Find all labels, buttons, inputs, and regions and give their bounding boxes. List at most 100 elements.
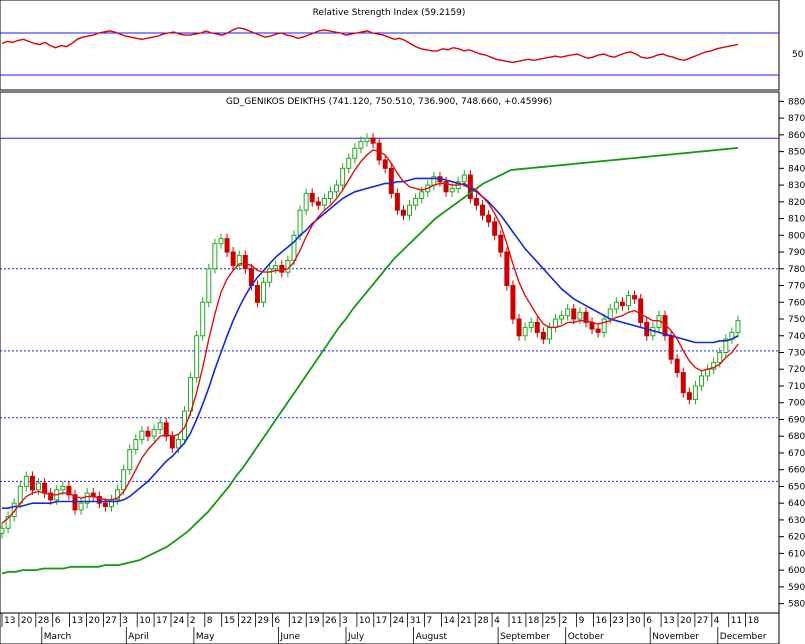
ma-fast-line bbox=[1, 149, 739, 524]
candle-body-up bbox=[364, 137, 370, 143]
candle-body-down bbox=[48, 492, 54, 501]
x-month-label: March bbox=[44, 632, 71, 642]
candle-body-up bbox=[212, 243, 218, 270]
candle-body-up bbox=[151, 429, 157, 437]
x-day-label: 18 bbox=[748, 616, 760, 626]
price-y-tick-label: 680 bbox=[788, 432, 805, 442]
candle-body-up bbox=[528, 321, 534, 328]
x-day-label: 18 bbox=[528, 616, 540, 626]
candle-body-down bbox=[169, 435, 175, 449]
x-day-label: 4 bbox=[714, 616, 720, 626]
candle-body-up bbox=[127, 449, 133, 471]
candle-body-down bbox=[674, 358, 680, 374]
candle-body-up bbox=[553, 318, 559, 328]
price-y-tick-label: 600 bbox=[788, 566, 805, 576]
candle-body-up bbox=[546, 326, 552, 340]
candle-body-up bbox=[84, 492, 90, 504]
rsi-panel: Relative Strength Index (59.2159) 50 bbox=[0, 0, 804, 91]
price-y-tick-label: 670 bbox=[788, 449, 805, 459]
rsi-y-axis: 50 bbox=[792, 50, 804, 60]
x-axis-frame bbox=[0, 612, 780, 644]
candle-body-down bbox=[388, 167, 394, 194]
candle-body-up bbox=[522, 326, 528, 337]
x-day-label: 13 bbox=[72, 616, 83, 626]
candle-body-up bbox=[297, 209, 303, 236]
candle-body-down bbox=[309, 192, 315, 203]
price-y-tick-label: 640 bbox=[788, 499, 805, 509]
candle-body-up bbox=[200, 301, 206, 337]
x-axis: 13 20 28 6 13 20 27 3 10 17 24 2 8 15 22 29 6 12 19 26 3 10 17… bbox=[0, 612, 780, 644]
candle-body-up bbox=[346, 157, 352, 169]
x-day-label: 10 bbox=[359, 616, 371, 626]
candle-body-up bbox=[565, 308, 571, 317]
candle-body-up bbox=[115, 489, 121, 501]
x-month-label: June bbox=[279, 632, 300, 642]
candle-body-up bbox=[157, 422, 163, 431]
x-month-label: May bbox=[196, 632, 215, 642]
candle-body-down bbox=[516, 318, 522, 337]
candle-body-up bbox=[413, 197, 419, 206]
x-day-label: 26 bbox=[325, 616, 337, 626]
x-day-label: 28 bbox=[38, 616, 50, 626]
candle-body-down bbox=[632, 295, 638, 300]
x-day-label: 6 bbox=[646, 616, 652, 626]
candle-body-down bbox=[279, 264, 285, 273]
candle-body-down bbox=[492, 221, 498, 236]
price-y-tick-label: 740 bbox=[788, 332, 805, 342]
candle-body-down bbox=[163, 422, 169, 437]
candle-body-up bbox=[613, 301, 619, 310]
candle-body-down bbox=[473, 197, 479, 206]
x-day-label: 20 bbox=[21, 616, 33, 626]
x-axis-month-labels: March April May June July August September Octo… bbox=[41, 627, 767, 644]
candle-body-down bbox=[686, 392, 692, 400]
candle-body-down bbox=[443, 181, 449, 193]
price-y-tick-label: 870 bbox=[788, 114, 805, 124]
candle-body-down bbox=[680, 372, 686, 394]
candle-body-up bbox=[206, 268, 212, 303]
rsi-line bbox=[1, 27, 739, 64]
candle-body-down bbox=[394, 192, 400, 211]
x-month-label: September bbox=[500, 632, 550, 642]
x-day-label: 4 bbox=[494, 616, 500, 626]
x-day-label: 17 bbox=[376, 616, 387, 626]
candle-body-up bbox=[717, 352, 723, 364]
candle-body-up bbox=[261, 281, 267, 303]
candle-body-up bbox=[291, 234, 297, 261]
candle-body-down bbox=[619, 301, 625, 307]
x-day-label: 28 bbox=[477, 616, 489, 626]
candle-body-down bbox=[638, 298, 644, 323]
candle-body-up bbox=[419, 191, 425, 199]
price-y-axis: 580 590 600 610 620 630 640 650 660 670 680 690 700 7… bbox=[779, 97, 805, 610]
candle-body-up bbox=[692, 385, 698, 400]
x-day-label: 24 bbox=[393, 616, 405, 626]
candle-body-up bbox=[5, 516, 11, 529]
rsi-title: Relative Strength Index (59.2159) bbox=[313, 8, 466, 18]
price-y-tick-label: 750 bbox=[788, 315, 805, 325]
candle-body-down bbox=[510, 285, 516, 320]
x-month-label: October bbox=[568, 632, 604, 642]
candle-body-up bbox=[78, 502, 84, 511]
x-day-label: 25 bbox=[545, 616, 556, 626]
x-day-label: 8 bbox=[207, 616, 213, 626]
candle-body-down bbox=[583, 311, 589, 323]
candle-body-up bbox=[23, 475, 29, 487]
candle-body-up bbox=[699, 375, 705, 387]
candle-body-down bbox=[480, 204, 486, 216]
candle-body-down bbox=[72, 494, 78, 511]
x-month-label: December bbox=[720, 632, 767, 642]
x-day-label: 13 bbox=[663, 616, 674, 626]
candle-body-down bbox=[668, 335, 674, 360]
candle-body-up bbox=[194, 335, 200, 379]
candle-body-down bbox=[230, 251, 236, 266]
candle-body-up bbox=[352, 147, 358, 159]
price-y-tick-label: 860 bbox=[788, 131, 805, 141]
x-day-label: 2 bbox=[562, 616, 568, 626]
price-y-tick-label: 580 bbox=[788, 600, 805, 610]
candle-body-down bbox=[224, 238, 230, 253]
x-day-label: 27 bbox=[697, 616, 708, 626]
candle-body-up bbox=[273, 264, 279, 270]
candle-body-down bbox=[66, 485, 72, 496]
candle-body-up bbox=[181, 410, 187, 441]
ma-mid-line bbox=[2, 177, 739, 510]
